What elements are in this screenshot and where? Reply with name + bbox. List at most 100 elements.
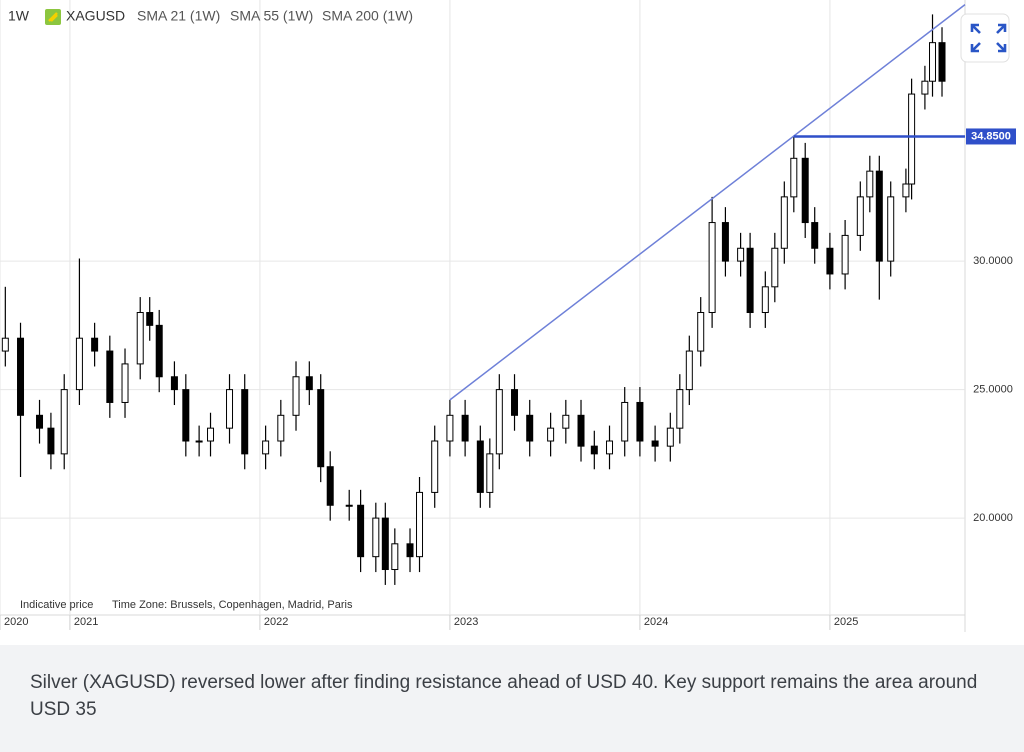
candle-body: [170, 376, 178, 391]
x-tick-label: 2022: [264, 616, 288, 628]
candle-body: [761, 286, 769, 314]
indicator: SMA 21 (1W): [137, 8, 220, 24]
candle-body: [666, 427, 674, 447]
candle-body: [1, 337, 9, 352]
candle-body: [305, 376, 313, 391]
candle-body: [262, 440, 270, 455]
candle-body: [697, 312, 705, 352]
candle-body: [746, 247, 754, 314]
candle-body: [381, 517, 389, 571]
candle-body: [929, 42, 937, 82]
candle-body: [921, 80, 929, 95]
note: Time Zone: Brussels, Copenhagen, Madrid,…: [112, 599, 353, 611]
candle-body: [721, 222, 729, 262]
candle-body: [431, 440, 439, 493]
candle-body: [182, 389, 190, 442]
candle-body: [737, 247, 745, 262]
chart: 20.0000 25.0000 30.0000 2020 2021 2022 2023 202…: [0, 0, 1024, 645]
candle-body: [511, 389, 519, 416]
candle-body: [621, 401, 629, 442]
candle-body: [902, 183, 910, 198]
candle-body: [17, 337, 25, 416]
candle-body: [577, 414, 585, 447]
candle-body: [326, 466, 334, 506]
candle-body: [461, 414, 469, 442]
chart-background: [0, 0, 1024, 645]
candle-body: [241, 389, 249, 455]
legend: 1W XAGUSD SMA 21 (1W) SMA 55 (1W) SMA 20…: [8, 8, 413, 25]
candle-body: [226, 389, 234, 429]
candle-body: [357, 504, 365, 558]
candle-body: [856, 196, 864, 236]
x-tick-label: 2021: [74, 616, 98, 628]
candle-body: [676, 389, 684, 429]
symbol: XAGUSD: [66, 8, 125, 24]
level-label-box: [966, 128, 1016, 145]
candle-body: [476, 440, 484, 493]
candle-body: [826, 247, 834, 275]
x-tick-label: 2023: [454, 616, 478, 628]
indicator: SMA 200 (1W): [322, 8, 413, 24]
candle-body: [780, 196, 788, 249]
candle-body: [47, 427, 55, 455]
candle-body: [75, 337, 83, 391]
x-tick-label: 2024: [644, 616, 668, 628]
candle-body: [875, 170, 883, 262]
caption: Silver (XAGUSD) reversed lower after fin…: [0, 645, 1024, 752]
candle-body: [801, 157, 809, 224]
note: Indicative price: [20, 599, 93, 611]
candle-body: [292, 376, 300, 416]
expand-icon[interactable]: [970, 23, 1007, 53]
x-tick-label: 2025: [834, 616, 858, 628]
candle-body: [146, 312, 154, 326]
symbol-icon-glyph: [48, 12, 58, 22]
trend-line: [449, 4, 966, 401]
candle-body: [91, 337, 99, 352]
candle-body: [446, 414, 454, 442]
candle-body: [811, 222, 819, 249]
candle-body: [121, 363, 129, 403]
candle-body: [771, 247, 779, 288]
candle-body: [207, 427, 215, 442]
candle-body: [486, 453, 494, 493]
candle-body: [416, 491, 424, 558]
candle-body: [790, 157, 798, 198]
candle-body: [590, 445, 598, 455]
candle-body: [526, 414, 534, 442]
candle-body: [938, 42, 946, 82]
candle-body: [685, 350, 693, 391]
candle-body: [708, 222, 716, 314]
candle-body: [908, 93, 916, 185]
y-tick-label: 30.0000: [973, 255, 1013, 267]
candle-body: [636, 401, 644, 442]
x-tick-label: 2020: [4, 616, 28, 628]
candle-body: [495, 389, 503, 455]
candle-body: [606, 440, 614, 455]
candle-body: [391, 543, 399, 571]
indicator: SMA 55 (1W): [230, 8, 313, 24]
y-tick-label: 20.0000: [973, 512, 1013, 524]
expand-button[interactable]: [960, 13, 1010, 63]
level-label: 34.8500: [971, 130, 1011, 142]
candle-body: [277, 414, 285, 442]
interval: 1W: [8, 8, 30, 24]
candle-body: [887, 196, 895, 262]
candle-body: [155, 324, 163, 378]
candle-body: [406, 543, 414, 558]
candle-body: [345, 504, 353, 507]
candle-body: [841, 234, 849, 275]
candle-body: [317, 389, 325, 468]
candle-body: [60, 389, 68, 455]
candle-body: [866, 170, 874, 198]
candle-body: [547, 427, 555, 442]
candle-body: [195, 440, 203, 443]
y-tick-label: 25.0000: [973, 384, 1013, 396]
candle-body: [36, 414, 44, 429]
candle-body: [136, 312, 144, 365]
candle-body: [106, 350, 114, 403]
candle-body: [372, 517, 380, 558]
candle-body: [651, 440, 659, 447]
expand-button-frame[interactable]: [960, 13, 1010, 63]
candle-body: [562, 414, 570, 429]
